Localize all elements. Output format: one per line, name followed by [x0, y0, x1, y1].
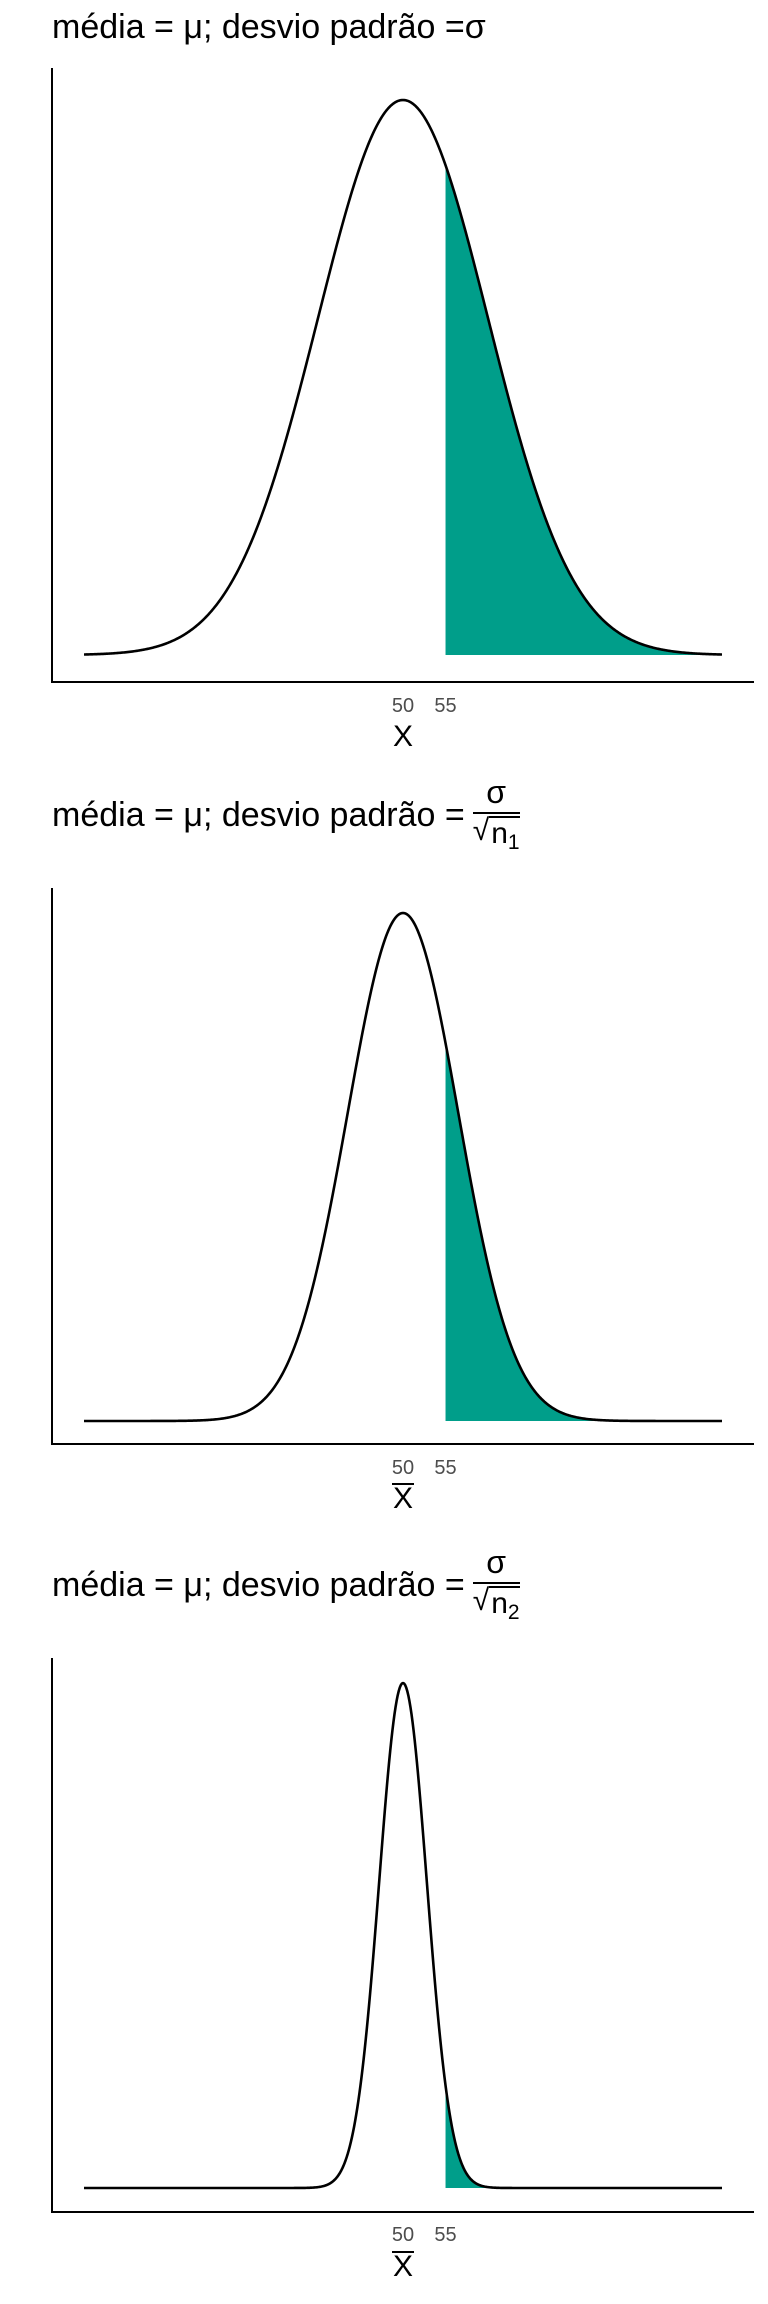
plot-marks	[83, 98, 723, 656]
shaded-tail-area	[445, 2085, 722, 2188]
fraction-numerator: σ	[486, 1544, 507, 1580]
x-tick-label-50: 50	[392, 2224, 414, 2246]
denominator-n: n	[491, 817, 508, 850]
density-curve	[83, 98, 723, 656]
x-tick-label-55: 55	[434, 695, 456, 717]
title-text: média = μ; desvio padrão =	[52, 8, 465, 46]
chart-title: média = μ; desvio padrão = σ √ n1	[52, 776, 520, 854]
sqrt-icon: √	[472, 1584, 490, 1617]
fraction-bar	[472, 1582, 520, 1584]
x-axis-title: X	[393, 720, 413, 753]
x-axis-title: X	[393, 1482, 413, 1515]
sqrt-icon: √	[472, 814, 490, 847]
chart-plot: 50 55 X	[51, 888, 754, 1515]
fraction-bar	[472, 812, 520, 814]
plot-marks	[83, 1681, 723, 2190]
density-curve	[83, 1681, 723, 2190]
fraction-denominator: √ n1	[473, 814, 520, 854]
fraction-denominator: √ n2	[473, 1584, 520, 1624]
x-tick-label-50: 50	[392, 695, 414, 717]
shaded-tail-area	[445, 165, 722, 655]
chart-plot: 50 55 X	[51, 1658, 754, 2283]
fraction-numerator: σ	[486, 774, 507, 810]
x-axis-title: X	[393, 2250, 413, 2283]
title-fraction: σ √ n1	[472, 774, 520, 854]
title-sigma: σ	[464, 8, 486, 46]
chart-panel-3: média = μ; desvio padrão = σ √ n2 50 55 X	[0, 1540, 768, 2304]
chart-panel-2: média = μ; desvio padrão = σ √ n1 50 55 X	[0, 770, 768, 1540]
title-text: média = μ; desvio padrão =	[52, 796, 465, 835]
shaded-tail-area	[445, 1043, 722, 1421]
denominator-subscript: 2	[507, 1601, 520, 1624]
sqrt-body: n2	[489, 1586, 520, 1624]
x-tick-label-50: 50	[392, 1457, 414, 1479]
title-text: média = μ; desvio padrão =	[52, 1566, 465, 1605]
chart-title: média = μ; desvio padrão = σ √ n2	[52, 1546, 520, 1624]
sqrt-body: n1	[489, 816, 520, 854]
chart-title: média = μ; desvio padrão = σ	[52, 10, 486, 44]
title-fraction: σ √ n2	[472, 1544, 520, 1624]
denominator-n: n	[491, 1587, 508, 1620]
density-curve	[83, 911, 723, 1423]
chart-panel-1: média = μ; desvio padrão = σ 50 55 X	[0, 0, 768, 770]
x-tick-label-55: 55	[434, 2224, 456, 2246]
denominator-subscript: 1	[507, 831, 520, 854]
x-tick-label-55: 55	[434, 1457, 456, 1479]
chart-plot: 50 55 X	[51, 68, 754, 753]
plot-marks	[83, 911, 723, 1423]
